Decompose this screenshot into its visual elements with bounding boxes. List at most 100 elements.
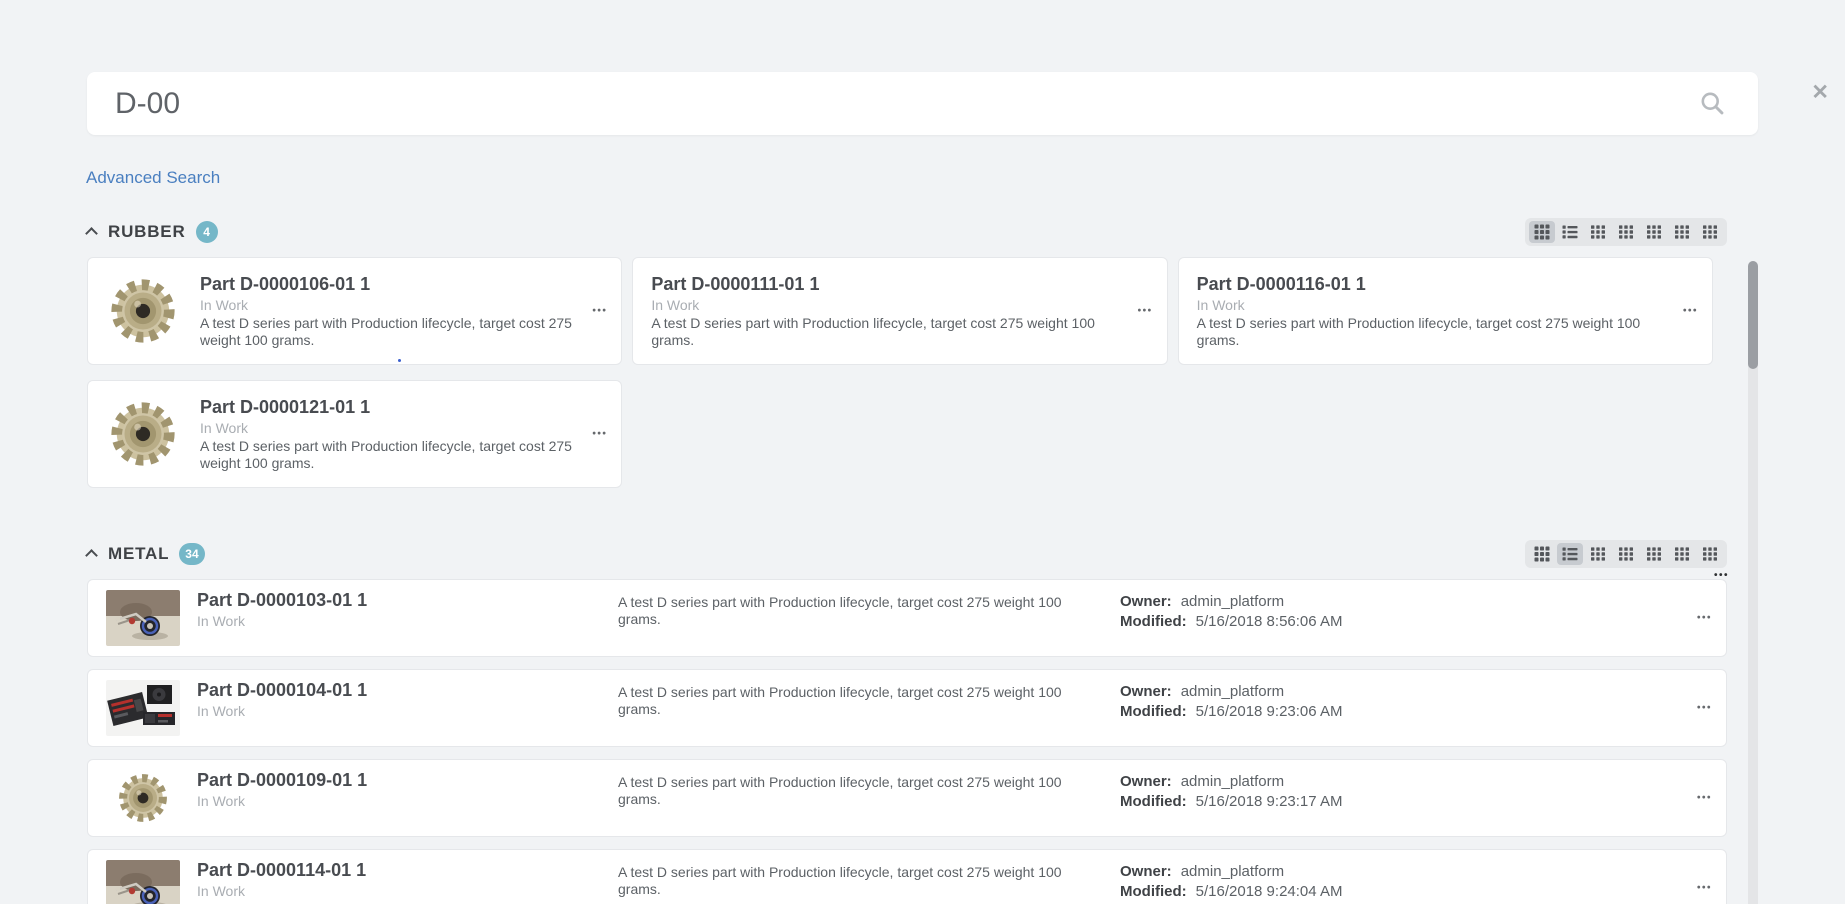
owner-value: admin_platform	[1180, 863, 1285, 880]
result-count-badge: 34	[179, 542, 205, 565]
result-count-badge: 4	[195, 220, 218, 243]
view-toolbar-metal	[1525, 539, 1727, 568]
part-card[interactable]: Part D-0000111-01 1 In Work A test D ser…	[632, 257, 1168, 365]
view-grid-option-3-button[interactable]	[1585, 221, 1611, 243]
view-grid-option-4-button[interactable]	[1613, 221, 1639, 243]
chevron-up-icon[interactable]	[85, 548, 98, 562]
rubber-card-grid: Part D-0000106-01 1 In Work A test D ser…	[87, 257, 1713, 488]
more-options-icon[interactable]: •••	[1682, 305, 1698, 317]
pc-components-photo-thumbnail	[106, 680, 180, 736]
modified-label: Modified:	[1120, 703, 1187, 720]
part-status: In Work	[197, 793, 245, 809]
part-description: A test D series part with Production lif…	[618, 864, 1062, 897]
view-grid-option-5-button[interactable]	[1641, 221, 1667, 243]
view-cards-button[interactable]	[1529, 543, 1555, 565]
part-status: In Work	[200, 420, 248, 436]
section-header-metal: METAL 34	[85, 539, 1727, 568]
part-title: Part D-0000103-01 1	[197, 590, 368, 610]
modified-value: 5/16/2018 8:56:06 AM	[1195, 613, 1343, 630]
part-metadata: Owner: admin_platform Modified: 5/16/2018 …	[1120, 860, 1682, 902]
view-cards-button[interactable]	[1529, 220, 1555, 243]
view-grid-option-4-button[interactable]	[1613, 543, 1639, 565]
section-title: METAL	[108, 543, 170, 563]
modified-value: 5/16/2018 9:23:06 AM	[1195, 703, 1343, 720]
gear-photo-thumbnail	[106, 274, 180, 348]
chopper-photo-thumbnail	[106, 860, 180, 904]
part-description: A test D series part with Production lif…	[200, 438, 572, 471]
scrollbar-thumb[interactable]	[1748, 261, 1758, 369]
more-options-icon[interactable]: •••	[592, 428, 608, 440]
owner-value: admin_platform	[1180, 593, 1285, 610]
part-status: In Work	[200, 297, 248, 313]
part-row[interactable]: Part D-0000109-01 1 In Work A test D ser…	[87, 759, 1727, 837]
owner-label: Owner:	[1120, 683, 1172, 700]
part-card[interactable]: Part D-0000121-01 1 In Work A test D ser…	[87, 380, 623, 488]
part-status: In Work	[1196, 297, 1245, 313]
stray-blue-dot	[398, 359, 401, 362]
part-description: A test D series part with Production lif…	[618, 684, 1062, 717]
part-metadata: Owner: admin_platform Modified: 5/16/2018 …	[1120, 680, 1682, 722]
metal-row-list: ••• Part D-0000103-01 1 In Work A test D…	[87, 570, 1727, 904]
part-row[interactable]: Part D-0000104-01 1 In Work A test D ser…	[87, 669, 1727, 747]
more-options-icon[interactable]: •••	[592, 305, 608, 317]
modified-label: Modified:	[1120, 883, 1187, 900]
view-list-button[interactable]	[1557, 221, 1583, 243]
search-icon[interactable]	[1699, 90, 1726, 120]
close-icon[interactable]: ✕	[1811, 81, 1829, 104]
part-description: A test D series part with Production lif…	[651, 315, 1095, 348]
owner-value: admin_platform	[1180, 773, 1285, 790]
section-collapse-metal[interactable]: METAL 34	[85, 542, 205, 565]
view-grid-option-5-button[interactable]	[1641, 543, 1667, 565]
section-header-rubber: RUBBER 4	[85, 217, 1727, 246]
view-grid-option-6-button[interactable]	[1669, 221, 1695, 243]
part-row[interactable]: Part D-0000114-01 1 In Work A test D ser…	[87, 849, 1727, 904]
owner-label: Owner:	[1120, 773, 1172, 790]
part-title: Part D-0000104-01 1	[197, 680, 368, 700]
more-options-icon[interactable]: •••	[1696, 882, 1712, 894]
chevron-up-icon[interactable]	[85, 226, 98, 240]
view-grid-option-3-button[interactable]	[1585, 543, 1611, 565]
more-options-icon[interactable]: •••	[1696, 792, 1712, 804]
search-results: RUBBER 4 Part D-0000106-01 1 In Work A t…	[85, 217, 1727, 904]
advanced-search-link[interactable]: Advanced Search	[86, 168, 221, 187]
part-metadata: Owner: admin_platform Modified: 5/16/2018 …	[1120, 590, 1682, 632]
part-title: Part D-0000111-01 1	[651, 274, 820, 294]
more-options-icon[interactable]: •••	[1137, 305, 1153, 317]
more-options-icon[interactable]: •••	[1696, 612, 1712, 624]
part-title: Part D-0000121-01 1	[200, 397, 371, 417]
section-collapse-rubber[interactable]: RUBBER 4	[85, 220, 218, 243]
search-input[interactable]	[87, 72, 1758, 135]
owner-label: Owner:	[1120, 593, 1172, 610]
part-row[interactable]: Part D-0000103-01 1 In Work A test D ser…	[87, 579, 1727, 657]
part-status: In Work	[651, 297, 700, 313]
scrollbar-track[interactable]	[1748, 261, 1758, 904]
part-card[interactable]: Part D-0000106-01 1 In Work A test D ser…	[87, 257, 623, 365]
view-grid-option-6-button[interactable]	[1669, 543, 1695, 565]
part-metadata: Owner: admin_platform Modified: 5/16/2018 …	[1120, 770, 1682, 812]
part-status: In Work	[197, 883, 245, 899]
part-title: Part D-0000114-01 1	[197, 860, 367, 880]
part-title: Part D-0000116-01 1	[1196, 274, 1366, 294]
view-list-button[interactable]	[1557, 542, 1583, 565]
part-description: A test D series part with Production lif…	[618, 774, 1062, 807]
gear-photo-thumbnail	[106, 770, 180, 826]
part-title: Part D-0000106-01 1	[200, 274, 371, 294]
part-card[interactable]: Part D-0000116-01 1 In Work A test D ser…	[1177, 257, 1713, 365]
modified-label: Modified:	[1120, 613, 1187, 630]
part-title: Part D-0000109-01 1	[197, 770, 368, 790]
more-options-icon[interactable]: •••	[1696, 702, 1712, 714]
part-status: In Work	[197, 703, 245, 719]
view-toolbar-rubber	[1525, 217, 1727, 246]
section-more-options-icon[interactable]: •••	[1713, 570, 1729, 581]
view-grid-option-7-button[interactable]	[1697, 221, 1723, 243]
section-title: RUBBER	[108, 221, 186, 241]
search-bar[interactable]	[87, 72, 1758, 135]
part-description: A test D series part with Production lif…	[1196, 315, 1641, 348]
gear-photo-thumbnail	[106, 397, 180, 471]
chopper-photo-thumbnail	[106, 590, 180, 646]
part-description: A test D series part with Production lif…	[200, 315, 572, 348]
owner-label: Owner:	[1120, 863, 1172, 880]
view-grid-option-7-button[interactable]	[1697, 543, 1723, 565]
modified-value: 5/16/2018 9:24:04 AM	[1195, 883, 1343, 900]
owner-value: admin_platform	[1180, 683, 1285, 700]
